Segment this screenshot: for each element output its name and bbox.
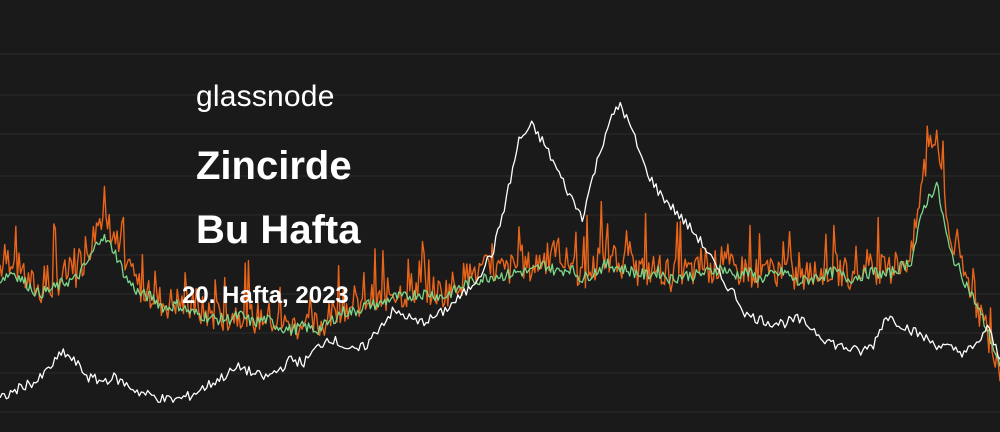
price-line: [0, 101, 1000, 403]
subtitle-week: 20. Hafta, 2023: [182, 282, 349, 309]
title-line-1: Zincirde: [196, 144, 352, 188]
title-line-2: Bu Hafta: [196, 208, 361, 252]
metric-raw-line: [0, 125, 1000, 382]
brand-logo-text: glassnode: [196, 80, 335, 113]
metric-smoothed-line: [0, 181, 1000, 367]
chart-series: [0, 101, 1000, 403]
grid-lines: [0, 53, 1000, 413]
